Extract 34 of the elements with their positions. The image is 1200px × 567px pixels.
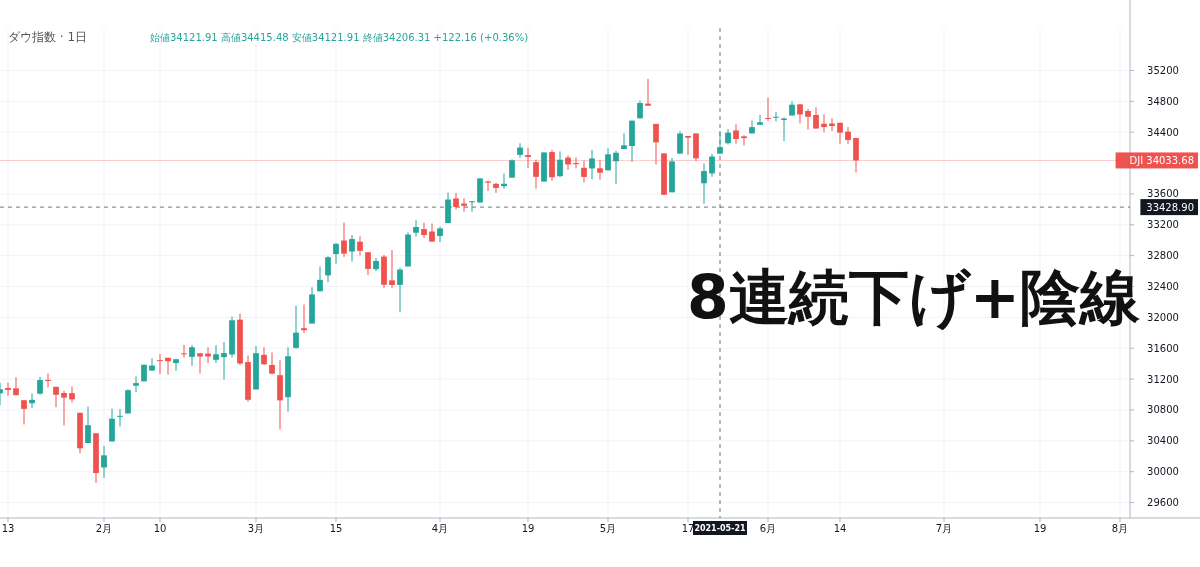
x-tick-label: 4月 (431, 523, 449, 534)
y-tick-label: 30000 (1147, 466, 1179, 478)
annotation: 始値34121.91 高値34415.48 安値34121.91 終値34206.31 +122.16 (+0.36%) (150, 32, 529, 43)
x-tick-label: 13 (1, 523, 15, 534)
y-tick-label: 33200 (1147, 219, 1179, 231)
y-tick-label: 34400 (1147, 126, 1179, 138)
x-tick-label: 10 (153, 523, 167, 534)
y-tick-label: 29600 (1147, 497, 1179, 509)
y-tick-label: 33600 (1147, 188, 1179, 200)
chart-title: ダウ指数 · 1日 (8, 30, 88, 44)
x-tick-label: 19 (1033, 523, 1047, 534)
x-tick-label: 15 (329, 523, 343, 534)
y-tick-label: 30800 (1147, 404, 1179, 416)
ref-line-label: 33428.90 (1146, 201, 1194, 213)
y-tick-label: 32800 (1147, 250, 1179, 262)
x-tick-label: 3月 (247, 523, 265, 534)
x-tick-label: 17 (681, 523, 695, 534)
ref-line-label: DJI 34033.68 (1129, 154, 1194, 166)
x-tick-label: 5月 (599, 523, 617, 534)
x-tick-label: 2021-05-21 (694, 524, 747, 533)
y-tick-label: 31600 (1147, 342, 1179, 354)
x-tick-label: 19 (521, 523, 535, 534)
y-tick-label: 34800 (1147, 95, 1179, 107)
x-tick-label: 7月 (935, 523, 953, 534)
y-tick-label: 32400 (1147, 281, 1179, 292)
x-tick-label: 14 (833, 523, 847, 534)
x-tick-label: 2月 (95, 523, 113, 534)
y-tick-label: 35200 (1147, 64, 1179, 76)
y-tick-label: 32000 (1147, 311, 1179, 323)
x-tick-label: 8月 (1111, 523, 1129, 534)
y-tick-label: 30400 (1147, 435, 1179, 447)
y-tick-label: 31200 (1147, 373, 1179, 385)
x-tick-label: 6月 (759, 523, 777, 534)
annotation: 8連続下げ+陰線 (686, 262, 1141, 332)
